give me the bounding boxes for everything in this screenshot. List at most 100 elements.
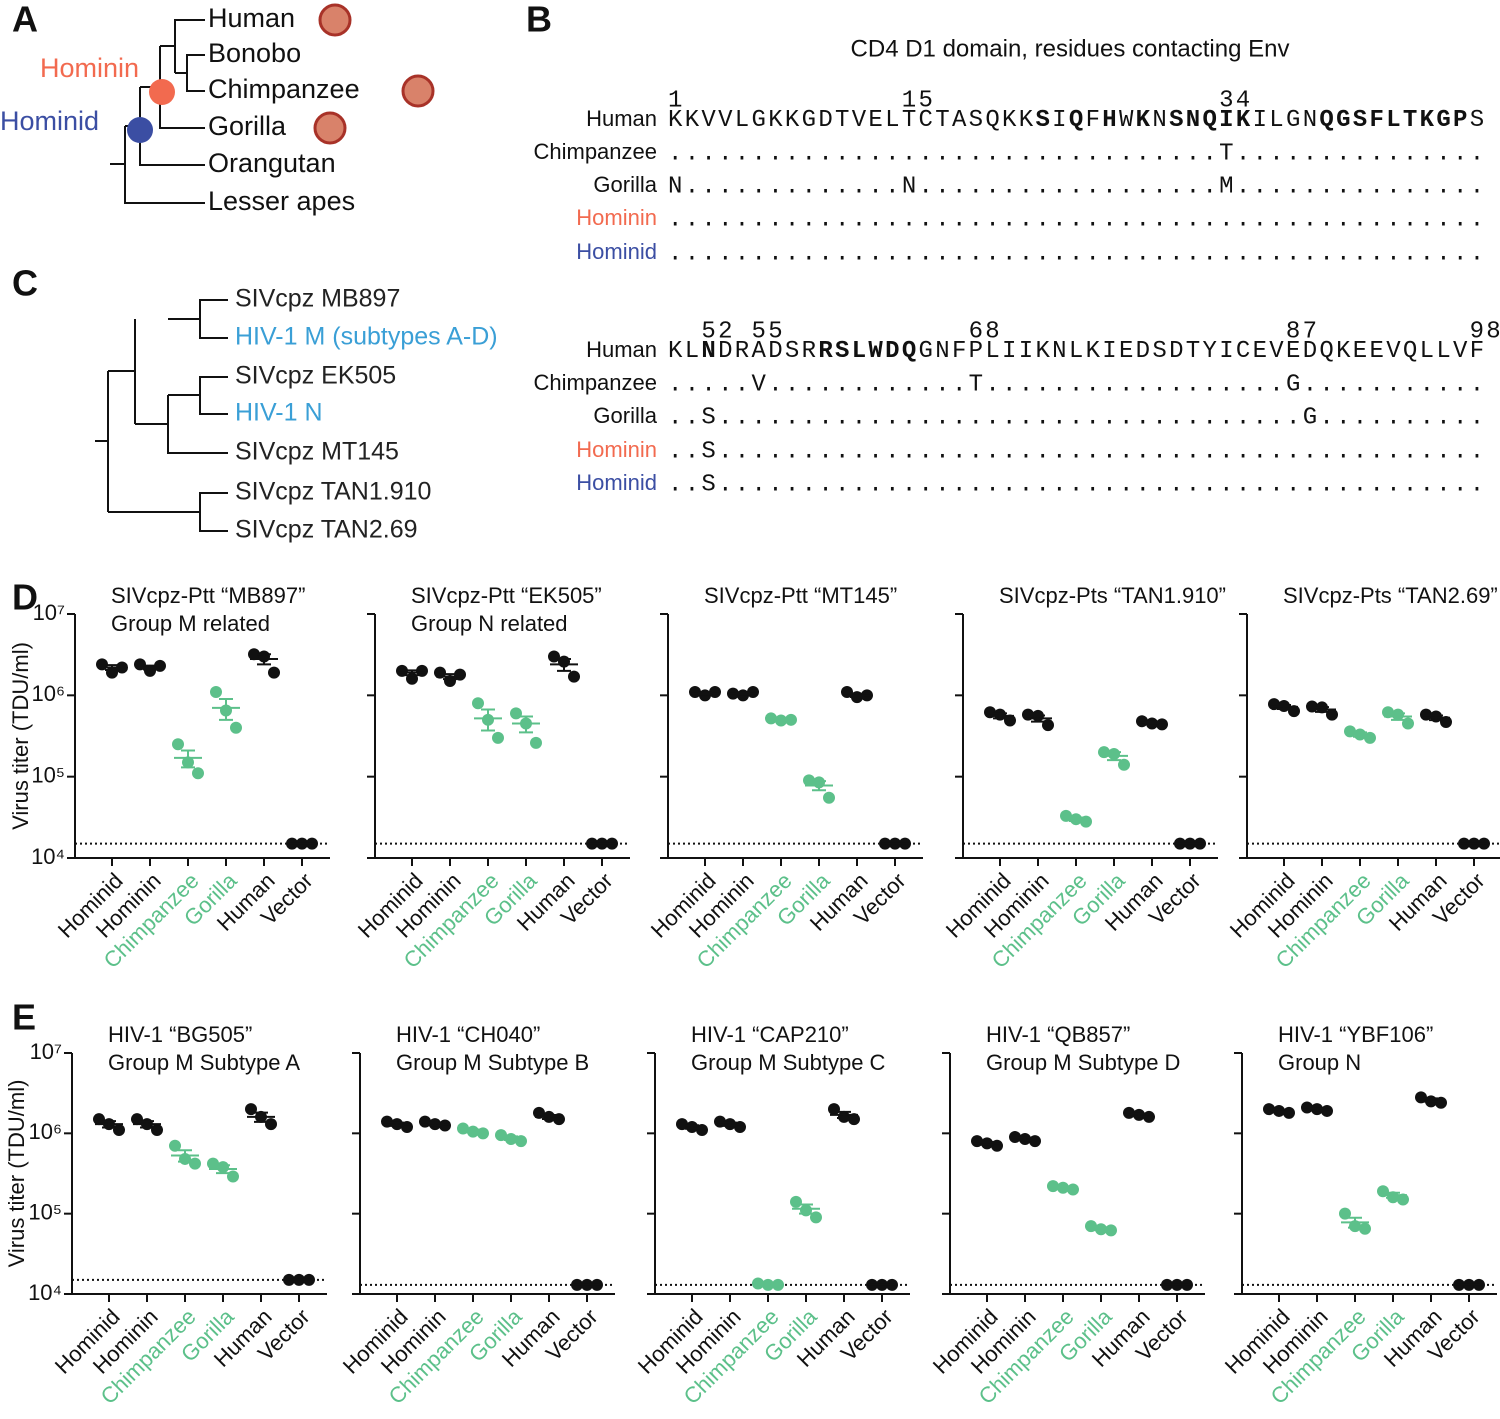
data-point <box>169 1139 181 1152</box>
species-label: Human <box>586 106 657 131</box>
sequence-row: .................................T......… <box>668 140 1486 167</box>
error-bar <box>105 664 119 671</box>
panel-letter: D <box>12 577 38 618</box>
taxon-label: Orangutan <box>208 148 336 178</box>
error-bar <box>1348 1216 1362 1229</box>
error-bar <box>993 712 1007 720</box>
panel-letter: B <box>526 0 552 40</box>
species-label: Chimpanzee <box>533 139 657 164</box>
sequence-row: N.............N..................M......… <box>668 173 1486 200</box>
error-bar <box>428 1121 442 1127</box>
panel-letter: C <box>12 263 38 304</box>
data-point <box>444 675 456 688</box>
error-bar <box>443 673 457 681</box>
error-bar <box>504 1135 518 1142</box>
chart-subtitle: Group M Subtype A <box>108 1050 300 1075</box>
chart-subtitle: Group M Subtype D <box>986 1050 1180 1075</box>
y-axis-title: Virus titer (TDU/ml) <box>4 1080 29 1268</box>
panel-letter: A <box>12 0 38 40</box>
taxon-label: SIVcpz TAN2.69 <box>235 516 418 544</box>
chart-subtitle: Group M Subtype B <box>396 1050 589 1075</box>
species-label: Hominin <box>576 437 657 462</box>
data-point <box>1339 1207 1351 1220</box>
data-point <box>848 1113 860 1126</box>
sequence-row: ..S.....................................… <box>668 471 1486 498</box>
taxon-label: SIVcpz MT145 <box>235 438 399 466</box>
error-bar <box>1069 816 1083 823</box>
error-bar <box>736 691 750 696</box>
node-label: Hominid <box>0 106 99 136</box>
residue-segment: N <box>1152 107 1169 134</box>
error-bar <box>102 1120 116 1129</box>
y-tick-label: 10⁶ <box>28 1119 62 1144</box>
error-bar <box>1310 1107 1324 1112</box>
error-bar <box>1031 714 1045 723</box>
error-bar <box>1272 1108 1286 1114</box>
chart-subtitle: Group N related <box>411 611 568 636</box>
y-tick-label: 10⁴ <box>31 844 65 869</box>
residue-segment: RSLWDQ <box>818 338 918 365</box>
position-number: 15 <box>902 87 935 114</box>
species-label: Chimpanzee <box>533 370 657 395</box>
sequence-row: ..S.....................................… <box>668 438 1486 465</box>
data-point <box>93 1113 105 1126</box>
chart-title: SIVcpz-Ptt “EK505” <box>411 583 602 608</box>
error-bar <box>1056 1185 1070 1190</box>
position-number: 98 <box>1470 318 1500 345</box>
data-point <box>248 648 260 661</box>
error-bar <box>1315 706 1329 713</box>
position-number: 68 <box>969 318 1002 345</box>
virus-icon <box>313 3 435 145</box>
error-bar <box>216 1164 230 1175</box>
error-bar <box>1018 1136 1032 1142</box>
residue-segment: N <box>701 338 718 365</box>
data-point <box>1397 1193 1409 1206</box>
residue-segment: SNQIK <box>1169 107 1253 134</box>
residue-segment: DRADSR <box>718 338 818 365</box>
error-bar <box>1391 712 1405 721</box>
error-bar <box>980 1141 994 1146</box>
error-bar <box>542 1114 556 1120</box>
error-bar <box>1353 731 1367 738</box>
chart-title: SIVcpz-Pts “TAN1.910” <box>999 583 1226 608</box>
sequence-row: .....V............T..................G..… <box>668 371 1486 398</box>
position-number: 1 <box>668 87 685 114</box>
position-number: 52 <box>701 318 734 345</box>
residue-segment: Q <box>1069 107 1086 134</box>
taxon-label: SIVcpz TAN1.910 <box>235 478 431 506</box>
data-point <box>510 707 522 720</box>
y-axis-title: Virus titer (TDU/ml) <box>8 642 33 830</box>
error-bar <box>685 1124 699 1130</box>
residue-segment: I <box>1052 107 1069 134</box>
error-bar <box>219 698 233 721</box>
error-bar <box>698 691 712 696</box>
chart-title: HIV-1 “QB857” <box>986 1022 1130 1047</box>
taxon-label: Gorilla <box>208 111 287 141</box>
sequence-row: ........................................… <box>668 240 1486 267</box>
error-bar <box>799 1203 813 1215</box>
chart-title: HIV-1 “CAP210” <box>691 1022 849 1047</box>
node-marker <box>149 79 175 105</box>
taxon-label: Human <box>208 3 295 33</box>
error-bar <box>1132 1112 1146 1118</box>
error-bar <box>761 1282 775 1286</box>
error-bar <box>143 664 157 671</box>
y-tick-label: 10⁷ <box>33 600 65 625</box>
node-marker <box>127 117 153 143</box>
error-bar <box>812 780 826 792</box>
data-point <box>828 1103 840 1116</box>
error-bar <box>557 657 571 672</box>
data-point <box>1359 1222 1371 1235</box>
position-number: 87 <box>1286 318 1319 345</box>
residue-segment: S <box>1470 107 1487 134</box>
chart-subtitle: Group M related <box>111 611 270 636</box>
data-point <box>823 791 835 804</box>
data-point <box>530 736 542 749</box>
data-point <box>472 697 484 710</box>
species-label: Hominid <box>576 470 657 495</box>
tree-branches <box>110 19 205 204</box>
data-point <box>113 1124 125 1137</box>
sequence-row: ........................................… <box>668 206 1486 233</box>
species-label: Gorilla <box>593 172 657 197</box>
